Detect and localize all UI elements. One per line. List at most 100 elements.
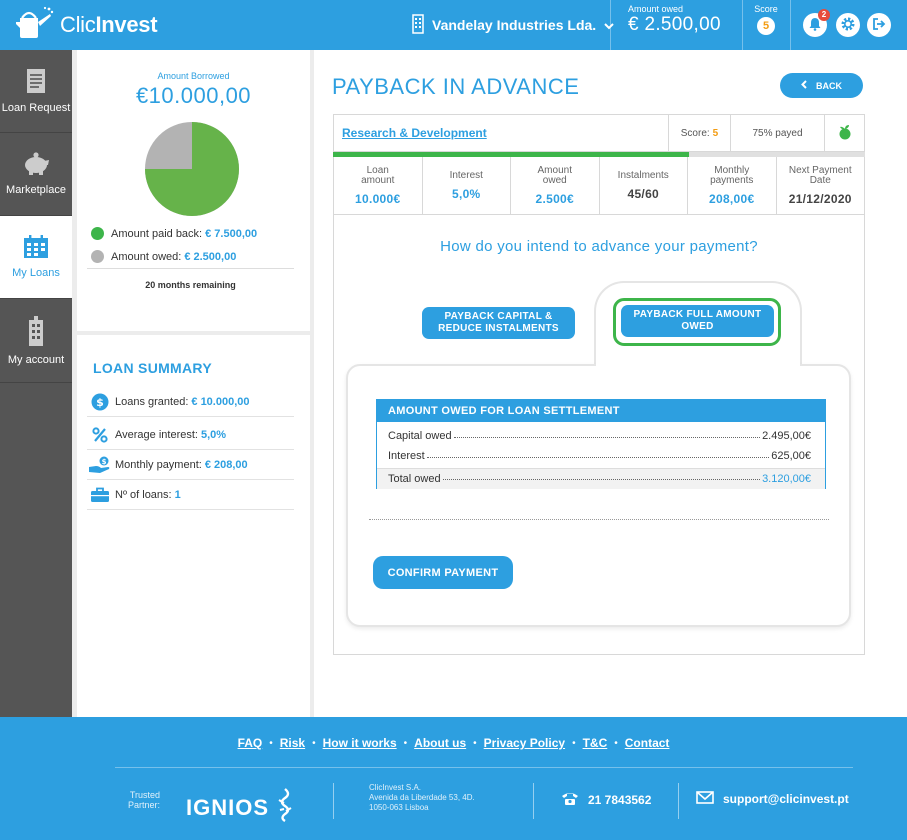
sidebar-item-marketplace[interactable]: Marketplace bbox=[0, 133, 72, 216]
svg-text:$: $ bbox=[96, 396, 104, 409]
stat-value: 21/12/2020 bbox=[788, 191, 852, 206]
stat-label: Amount owed bbox=[537, 164, 572, 186]
legend-owed: Amount owed: € 2.500,00 bbox=[91, 250, 236, 263]
company-address: ClicInvest S.A. Avenida da Liberdade 53,… bbox=[369, 783, 475, 813]
footer-divider bbox=[115, 767, 853, 768]
confirm-payment-button[interactable]: CONFIRM PAYMENT bbox=[373, 556, 513, 589]
partner-logo[interactable]: IGNIOS bbox=[186, 788, 293, 828]
summary-value: € 208,00 bbox=[204, 458, 248, 471]
payback-full-amount-button[interactable]: PAYBACK FULL AMOUNT OWED bbox=[621, 305, 774, 337]
summary-value: 1 bbox=[174, 488, 181, 501]
back-button[interactable]: BACK bbox=[780, 73, 863, 98]
loan-summary-title: LOAN SUMMARY bbox=[93, 360, 212, 376]
footer: FAQ • Risk • How it works • About us • Priva… bbox=[0, 717, 907, 840]
sidebar-item-my-account[interactable]: My account bbox=[0, 299, 72, 383]
sidebar-item-my-loans[interactable]: My Loans bbox=[0, 216, 72, 299]
calendar-icon bbox=[23, 235, 49, 262]
project-header: Research & Development Score: 5 75% payed bbox=[333, 114, 865, 152]
project-payed-text: 75% payed bbox=[752, 127, 803, 139]
sidebar-item-label: My account bbox=[7, 353, 65, 366]
company-selector[interactable]: Vandelay Industries Lda. bbox=[412, 0, 614, 50]
document-icon bbox=[25, 68, 47, 97]
project-name-link[interactable]: Research & Development bbox=[342, 126, 487, 140]
footer-bullet: • bbox=[614, 737, 618, 749]
dotted-divider bbox=[369, 519, 829, 520]
header-divider bbox=[610, 0, 611, 50]
building-icon bbox=[412, 13, 424, 37]
summary-label: Monthly payment: bbox=[115, 458, 202, 471]
settlement-label: Total owed bbox=[388, 473, 441, 485]
stat-value: 2.500€ bbox=[535, 191, 574, 206]
settlement-row-interest: Interest 625,00€ bbox=[377, 442, 825, 462]
summary-row-monthly-payment: $ Monthly payment: € 208,00 bbox=[87, 450, 294, 480]
amount-owed-value: € 2.500,00 bbox=[628, 14, 721, 35]
score-summary: Score 5 bbox=[752, 4, 780, 35]
footer-bullet: • bbox=[473, 737, 477, 749]
owed-value: € 2.500,00 bbox=[184, 250, 237, 263]
page-title: PAYBACK IN ADVANCE bbox=[332, 74, 580, 99]
contact-email[interactable]: support@clicinvest.pt bbox=[696, 791, 849, 807]
frame-border-bottom bbox=[333, 654, 865, 655]
amount-owed-label: Amount owed bbox=[628, 4, 684, 14]
stat-label: Loan amount bbox=[361, 164, 395, 186]
partner-emblem-icon bbox=[277, 788, 293, 828]
stat-instalments: Instalments 45/60 bbox=[598, 157, 688, 214]
percent-icon bbox=[87, 426, 113, 443]
footer-bullet: • bbox=[312, 737, 316, 749]
loan-summary-panel: LOAN SUMMARY $ Loans granted: € 10.000,00… bbox=[77, 335, 310, 717]
summary-label: Nº of loans: bbox=[115, 488, 172, 501]
summary-label: Average interest: bbox=[115, 428, 198, 441]
logout-button[interactable] bbox=[867, 13, 891, 37]
stat-value: 5,0% bbox=[451, 186, 481, 201]
settlement-row-total: Total owed 3.120,00€ bbox=[377, 468, 825, 489]
notifications-button[interactable]: 2 bbox=[803, 9, 830, 37]
sidebar-item-label: My Loans bbox=[12, 267, 60, 279]
footer-link-contact[interactable]: Contact bbox=[624, 736, 670, 750]
project-progress-fill bbox=[333, 152, 690, 157]
company-name: Vandelay Industries Lda. bbox=[432, 17, 597, 33]
footer-bullet: • bbox=[403, 737, 408, 749]
settlement-label: Capital owed bbox=[388, 430, 452, 442]
header-divider bbox=[790, 0, 791, 50]
footer-link-about-us[interactable]: About us bbox=[414, 736, 467, 750]
payment-question: How do you intend to advance your paymen… bbox=[440, 238, 758, 255]
leader-dots bbox=[442, 478, 761, 480]
summary-value: 5,0% bbox=[200, 428, 227, 441]
repayment-pie-chart bbox=[145, 122, 239, 216]
footer-link-terms[interactable]: T&C bbox=[582, 736, 608, 750]
summary-label: Loans granted: bbox=[115, 395, 189, 408]
settlement-total-value: 3.120,00€ bbox=[762, 473, 811, 485]
footer-vertical-divider bbox=[533, 783, 534, 819]
footer-bullet: • bbox=[572, 737, 576, 749]
legend-paid: Amount paid back: € 7.500,00 bbox=[91, 227, 257, 240]
logo[interactable]: ClicInvest bbox=[14, 6, 158, 44]
stat-next-payment-date: Next Payment Date 21/12/2020 bbox=[775, 157, 865, 214]
phone-icon bbox=[561, 791, 579, 808]
stat-amount-owed: Amount owed 2.500€ bbox=[510, 157, 599, 214]
footer-link-how-it-works[interactable]: How it works bbox=[322, 736, 397, 750]
amount-borrowed-value: €10.000,00 bbox=[135, 83, 252, 108]
paid-label: Amount paid back: bbox=[111, 227, 203, 240]
footer-link-faq[interactable]: FAQ bbox=[237, 736, 263, 750]
notification-badge: 2 bbox=[818, 9, 830, 21]
phone-number: 21 7843562 bbox=[588, 792, 652, 807]
partner-name: IGNIOS bbox=[186, 795, 270, 820]
sprout-icon bbox=[838, 124, 852, 143]
stat-monthly-payments: Monthly payments 208,00€ bbox=[687, 157, 776, 214]
project-score-value: 5 bbox=[712, 127, 719, 139]
payback-capital-button[interactable]: PAYBACK CAPITAL & REDUCE INSTALMENTS bbox=[422, 307, 575, 339]
leader-dots bbox=[453, 437, 761, 438]
sidebar: Loan Request Marketplace My Loans My acc… bbox=[0, 50, 72, 717]
sidebar-item-loan-request[interactable]: Loan Request bbox=[0, 50, 72, 133]
tab-connector bbox=[596, 362, 800, 370]
chevron-down-icon bbox=[604, 17, 614, 33]
footer-link-risk[interactable]: Risk bbox=[279, 736, 306, 750]
contact-phone[interactable]: 21 7843562 bbox=[561, 791, 651, 808]
envelope-icon bbox=[696, 791, 714, 807]
footer-link-privacy-policy[interactable]: Privacy Policy bbox=[483, 736, 566, 750]
chevron-left-icon bbox=[801, 80, 807, 91]
stat-value: 45/60 bbox=[627, 186, 660, 201]
settings-button[interactable] bbox=[836, 13, 860, 37]
loan-stats: Loan amount 10.000€ Interest 5,0% Amount… bbox=[333, 157, 865, 215]
header-divider bbox=[742, 0, 743, 50]
